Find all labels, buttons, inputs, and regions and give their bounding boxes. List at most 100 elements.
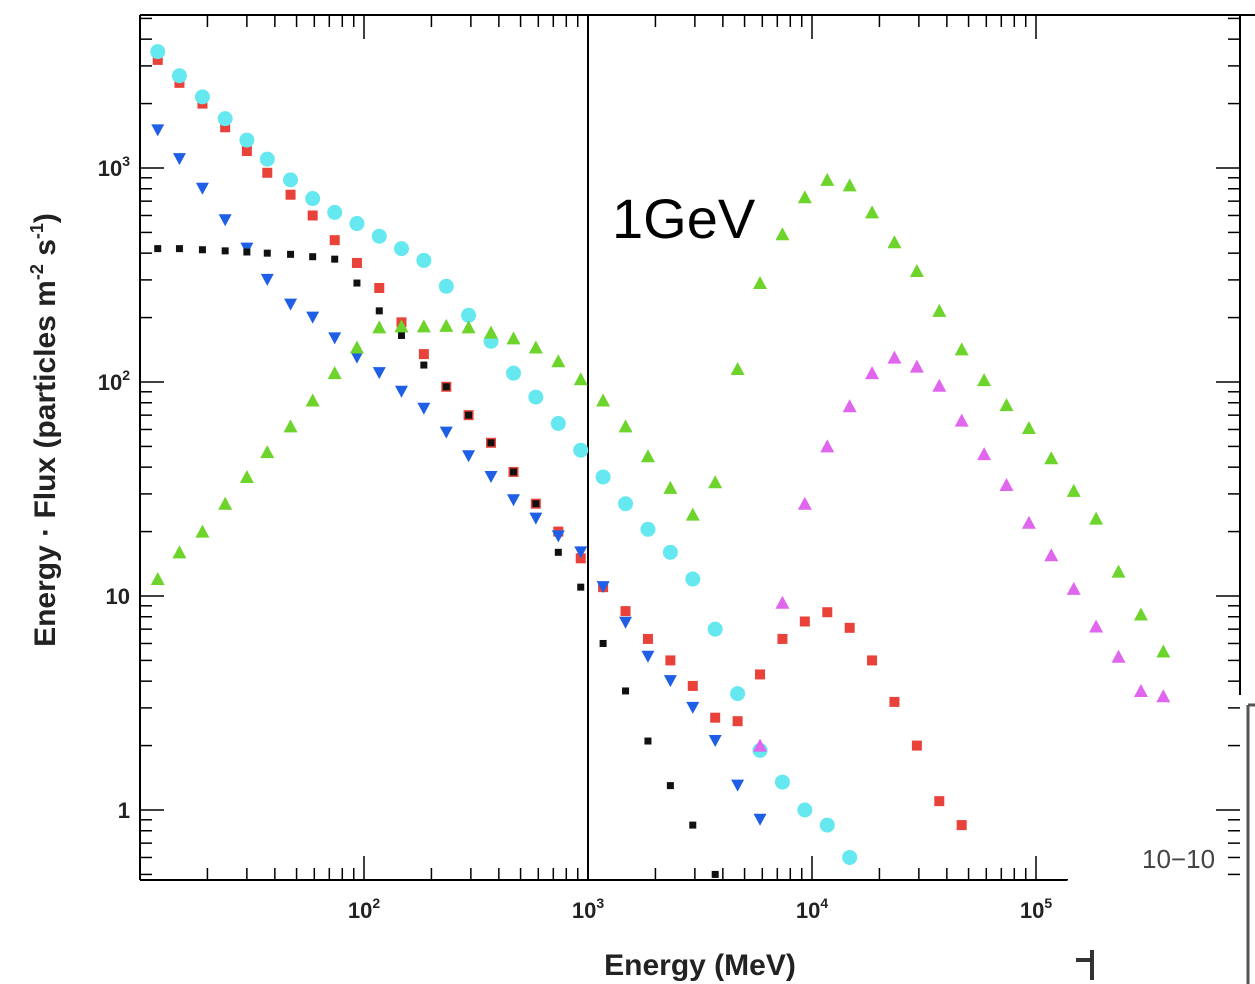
small-square-point <box>532 500 540 508</box>
triangle-up-point <box>797 496 812 510</box>
circle-point <box>438 278 454 294</box>
triangle-up-point <box>685 507 700 521</box>
triangle-up-point <box>283 419 298 433</box>
square-point <box>755 669 766 680</box>
right-partial-panel: 10−10 <box>1067 703 1255 984</box>
triangle-down-point <box>551 530 565 543</box>
square-point <box>665 655 676 666</box>
small-square-point <box>309 253 317 261</box>
triangle-up-point <box>909 359 924 373</box>
triangle-up-point <box>394 319 409 333</box>
circle-point <box>662 544 678 560</box>
square-point <box>374 282 385 293</box>
circle-point <box>461 307 477 323</box>
x-tick-label: 105 <box>1020 895 1052 923</box>
triangle-down-point <box>753 813 767 826</box>
circle-point <box>707 621 723 637</box>
triangle-up-point <box>484 325 499 339</box>
triangle-up-point <box>1021 420 1036 434</box>
small-square-point <box>644 737 652 745</box>
circle-point <box>819 817 835 833</box>
small-square-point <box>331 255 339 263</box>
square-point <box>687 680 698 691</box>
triangle-up-point <box>775 227 790 241</box>
triangle-up-point <box>887 350 902 364</box>
triangle-up-point <box>1156 689 1171 703</box>
triangle-up-point <box>439 318 454 332</box>
triangle-up-point <box>528 340 543 354</box>
triangle-down-point <box>641 650 655 663</box>
triangle-up-point <box>596 393 611 407</box>
circle-point <box>194 89 210 105</box>
small-square-point <box>154 245 162 253</box>
triangle-up-point <box>1044 451 1059 465</box>
y-tick-label: 10 <box>106 584 130 609</box>
triangle-up-point <box>954 413 969 427</box>
square-point <box>956 820 967 831</box>
triangle-down-point <box>663 675 677 688</box>
square-point <box>822 607 833 618</box>
triangle-up-point <box>820 439 835 453</box>
square-point <box>307 210 318 221</box>
y-tick-label: 1 <box>118 798 130 823</box>
small-square-point <box>622 687 630 695</box>
circle-point <box>618 496 634 512</box>
triangle-down-point <box>484 470 498 483</box>
triangle-up-point <box>977 447 992 461</box>
data-points <box>150 44 1171 878</box>
circle-point <box>506 365 522 381</box>
triangle-up-point <box>775 595 790 609</box>
small-square-point <box>554 548 562 556</box>
square-point <box>732 716 743 727</box>
plot-frame <box>139 14 1255 881</box>
square-point <box>329 235 340 246</box>
side-panel-tick-label: 10−10 <box>1142 844 1215 874</box>
triangle-up-point <box>640 449 655 463</box>
circle-point <box>371 228 387 244</box>
square-point <box>911 740 922 751</box>
triangle-down-point <box>394 385 408 398</box>
circle-point <box>595 469 611 485</box>
small-square-point <box>487 439 495 447</box>
triangle-up-point <box>730 362 745 376</box>
square-point <box>620 606 631 617</box>
triangle-up-point <box>1133 683 1148 697</box>
triangle-up-point <box>372 320 387 334</box>
triangle-down-point <box>619 616 633 629</box>
triangle-down-point <box>260 273 274 286</box>
circle-point <box>550 415 566 431</box>
triangle-up-point <box>954 342 969 356</box>
triangle-down-point <box>574 546 588 559</box>
x-axis-ticks: 102 103 104 105 <box>139 15 1052 923</box>
x-tick-label: 102 <box>348 895 380 923</box>
triangle-down-point <box>328 332 342 345</box>
triangle-down-point <box>417 402 431 415</box>
x-tick-label: 104 <box>796 895 828 923</box>
triangle-up-point <box>1021 515 1036 529</box>
square-point <box>220 122 231 133</box>
triangle-up-point <box>977 373 992 387</box>
square-point <box>710 712 721 723</box>
circle-point <box>349 216 365 232</box>
circle-point <box>283 172 299 188</box>
triangle-up-point <box>260 445 275 459</box>
y-axis-label: Energy · Flux (particles m-2 s-1) <box>27 213 62 647</box>
square-point <box>799 616 810 627</box>
circle-point <box>640 521 656 537</box>
triangle-up-point <box>416 319 431 333</box>
triangle-up-point <box>865 366 880 380</box>
small-square-point <box>599 639 607 647</box>
small-square-point <box>689 821 697 829</box>
small-square-point <box>243 248 251 256</box>
circle-point <box>685 571 701 587</box>
triangle-up-point <box>551 354 566 368</box>
triangle-down-point <box>507 494 521 507</box>
circle-point <box>239 132 255 148</box>
triangle-up-point <box>909 264 924 278</box>
circle-point <box>171 68 187 84</box>
square-point <box>152 54 163 65</box>
triangle-down-point <box>439 426 453 439</box>
triangle-down-point <box>529 512 543 525</box>
square-point <box>262 167 273 178</box>
triangle-up-point <box>506 331 521 345</box>
